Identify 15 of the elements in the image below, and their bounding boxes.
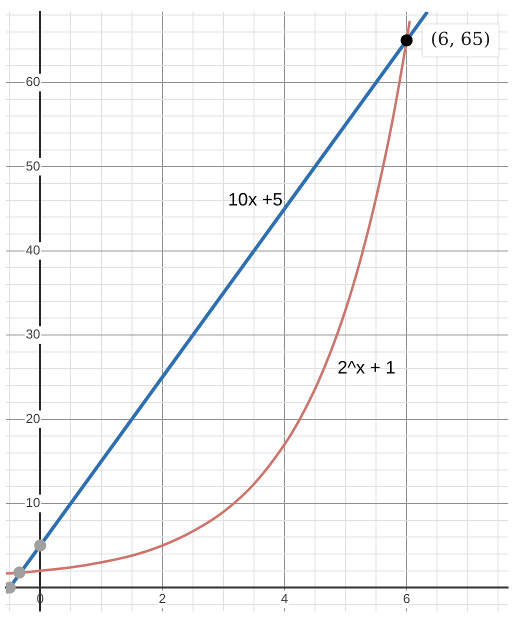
y-tick-label: 30 [26,326,40,342]
y-tick-label: 40 [26,242,40,258]
y-tick-label: 20 [26,410,40,426]
point [34,540,46,552]
point [400,34,413,46]
x-tick-label: 6 [403,591,410,606]
x-tick-label: 4 [280,591,288,606]
y-tick-label: 60 [26,74,40,90]
x-tick-label: 2 [158,591,166,606]
y-tick-label: 50 [26,158,40,174]
series-label: 10x +5 [228,189,283,210]
y-tick-label: 10 [26,495,40,510]
point [13,566,26,578]
series-label: 2^x + 1 [338,358,396,378]
annotation: (6, 65) [430,29,490,50]
